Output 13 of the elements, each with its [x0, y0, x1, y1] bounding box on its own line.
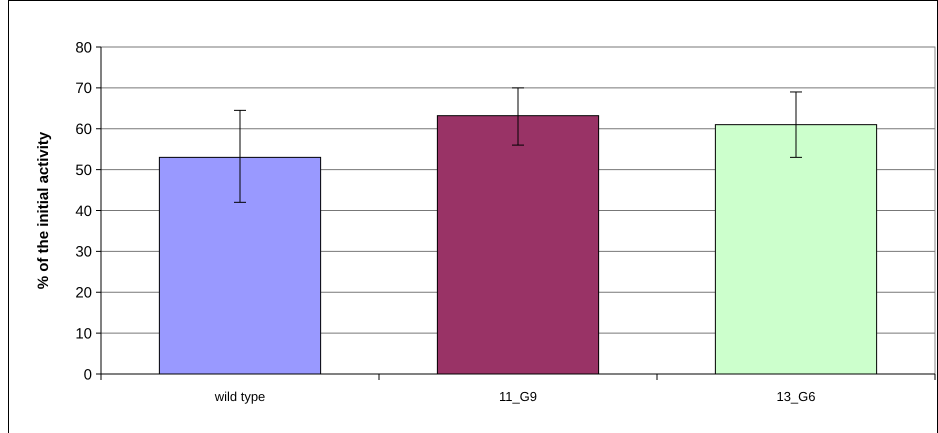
y-tick-label: 60	[75, 121, 92, 138]
x-tick-label: wild type	[214, 389, 266, 404]
y-axis-title: % of the initial activity	[35, 131, 52, 290]
y-tick-label: 70	[75, 80, 92, 98]
y-tick-label: 30	[75, 244, 92, 261]
y-tick-label: 40	[75, 202, 92, 220]
y-tick-label: 0	[84, 366, 92, 384]
y-tick-label: 50	[75, 162, 92, 179]
x-tick-label: 13_G6	[776, 389, 816, 404]
y-tick-label: 20	[75, 284, 92, 302]
y-tick-label: 10	[75, 325, 92, 342]
x-tick-label: 11_G9	[498, 389, 538, 404]
y-tick-label: 80	[75, 39, 92, 56]
